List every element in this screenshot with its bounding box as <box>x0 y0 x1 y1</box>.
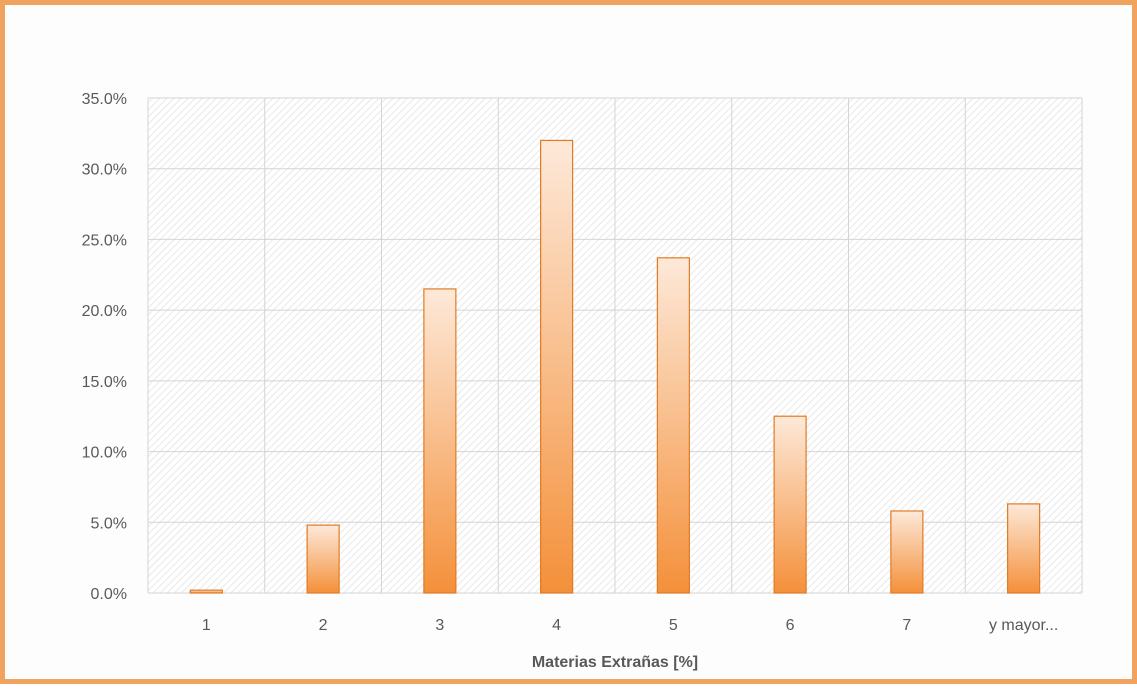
y-tick-label: 35.0% <box>82 91 127 108</box>
gridlines <box>147 97 1083 594</box>
bar-2 <box>306 524 340 594</box>
y-tick-label: 20.0% <box>82 303 127 320</box>
y-tick-label: 5.0% <box>91 515 127 532</box>
y-tick-label: 15.0% <box>82 374 127 391</box>
bar-5 <box>656 257 690 594</box>
bar-6 <box>773 415 807 594</box>
x-axis-title: Materias Extrañas [%] <box>532 654 698 671</box>
bar-3 <box>423 288 457 594</box>
x-tick-label: 4 <box>552 617 561 634</box>
x-axis-ticks: 1 2 3 4 5 6 7 y mayor... <box>202 617 1058 634</box>
y-tick-label: 10.0% <box>82 445 127 462</box>
x-tick-label: 5 <box>669 617 678 634</box>
bar-7 <box>890 510 924 594</box>
x-tick-label: 7 <box>902 617 911 634</box>
y-tick-label: 0.0% <box>91 586 127 603</box>
bar-chart: 0.0% 5.0% 10.0% 15.0% 20.0% 25.0% 30.0% 35.0% 1… <box>82 91 1083 671</box>
x-tick-label: 3 <box>435 617 444 634</box>
y-axis-ticks: 0.0% 5.0% 10.0% 15.0% 20.0% 25.0% 30.0% 35.0% <box>82 91 127 603</box>
x-tick-label: 6 <box>786 617 795 634</box>
bar-8 <box>1007 503 1041 594</box>
y-tick-label: 25.0% <box>82 232 127 249</box>
y-tick-label: 30.0% <box>82 162 127 179</box>
x-tick-label: 2 <box>319 617 328 634</box>
x-tick-label: 1 <box>202 617 211 634</box>
bar-4 <box>540 139 574 594</box>
x-tick-label: y mayor... <box>989 617 1058 634</box>
bar-1 <box>189 589 223 594</box>
bars <box>189 139 1041 594</box>
